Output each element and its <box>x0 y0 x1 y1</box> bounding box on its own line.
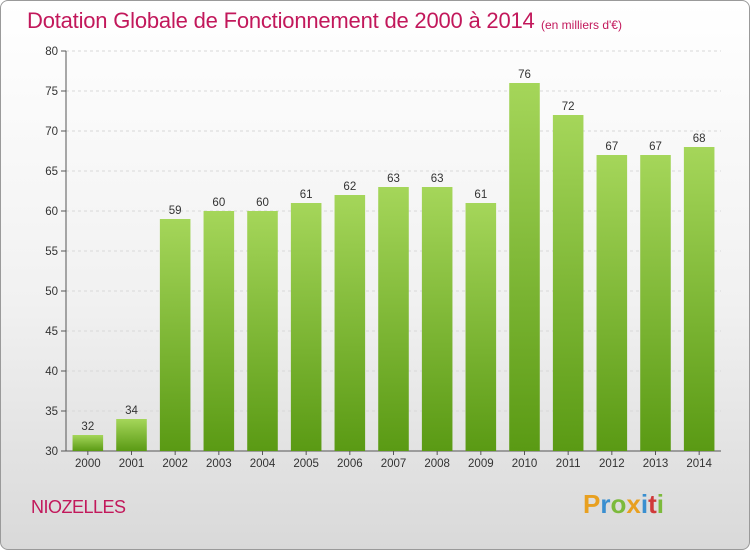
bar-2005 <box>290 203 322 451</box>
x-tick-label-2006: 2006 <box>337 458 363 470</box>
logo-letter: r <box>600 489 611 519</box>
chart-subtitle: (en milliers d'€) <box>541 18 622 32</box>
value-label-2003: 60 <box>212 197 225 209</box>
y-tick-label-40: 40 <box>45 366 58 378</box>
commune-name: NIOZELLES <box>31 497 126 517</box>
proxiti-logo[interactable]: Proxiti <box>583 489 664 520</box>
value-label-2013: 67 <box>649 141 662 153</box>
logo-letter: i <box>640 489 649 519</box>
x-tick-label-2008: 2008 <box>424 458 450 470</box>
x-tick-label-2014: 2014 <box>686 458 712 470</box>
x-tick-label-2009: 2009 <box>468 458 494 470</box>
bars <box>72 83 715 451</box>
x-tick-label-2005: 2005 <box>293 458 319 470</box>
bar-2002 <box>159 219 191 451</box>
value-label-2007: 63 <box>387 173 400 185</box>
logo-letter: P <box>583 489 601 519</box>
value-label-2014: 68 <box>693 133 706 145</box>
value-label-2009: 61 <box>474 189 487 201</box>
bar-2004 <box>247 211 278 451</box>
chart-title: Dotation Globale de Fonctionnement de 20… <box>27 8 535 33</box>
logo-letter: t <box>648 489 657 519</box>
y-tick-label-65: 65 <box>45 166 58 178</box>
bar-2009 <box>465 203 497 451</box>
bar-2003 <box>203 211 235 451</box>
y-tick-label-70: 70 <box>45 126 58 138</box>
value-label-2012: 67 <box>605 141 618 153</box>
x-tick-label-2000: 2000 <box>75 458 101 470</box>
bar-2013 <box>640 155 671 451</box>
bar-2007 <box>378 187 409 451</box>
value-label-2002: 59 <box>169 205 182 217</box>
value-labels: 32 34 59 60 60 61 62 63 63 61 76 72 67 67 68 <box>81 69 705 433</box>
y-tick-label-45: 45 <box>45 326 58 338</box>
bar-2011 <box>552 115 584 451</box>
bar-2000 <box>72 435 104 451</box>
y-tick-label-80: 80 <box>45 46 58 58</box>
x-tick-label-2007: 2007 <box>381 458 407 470</box>
y-tick-label-50: 50 <box>45 286 58 298</box>
logo-letter: o <box>610 489 627 519</box>
x-tick-label-2002: 2002 <box>162 458 188 470</box>
y-tick-label-75: 75 <box>45 86 58 98</box>
y-tick-label-55: 55 <box>45 246 58 258</box>
x-tick-labels: 2000 2001 2002 2003 2004 2005 2006 2007 2008 2009… <box>75 451 713 470</box>
bar-2012 <box>596 155 628 451</box>
x-tick-label-2012: 2012 <box>599 458 625 470</box>
y-tick-label-30: 30 <box>45 446 58 458</box>
y-tick-labels: 30 35 40 45 50 55 60 65 70 75 80 <box>45 46 58 458</box>
logo-letter: x <box>626 489 641 519</box>
value-label-2011: 72 <box>562 101 575 113</box>
x-tick-label-2013: 2013 <box>643 458 669 470</box>
value-label-2001: 34 <box>125 405 138 417</box>
x-tick-label-2011: 2011 <box>556 458 581 470</box>
y-tick-label-35: 35 <box>45 406 58 418</box>
value-label-2004: 60 <box>256 197 269 209</box>
x-tick-label-2001: 2001 <box>119 458 145 470</box>
logo-letter: i <box>656 489 664 519</box>
bar-2008 <box>421 187 453 451</box>
bar-2010 <box>509 83 540 451</box>
value-label-2005: 61 <box>300 189 313 201</box>
bar-2014 <box>683 147 715 451</box>
value-label-2008: 63 <box>431 173 444 185</box>
x-tick-label-2003: 2003 <box>206 458 232 470</box>
x-tick-label-2010: 2010 <box>512 458 538 470</box>
y-tick-label-60: 60 <box>45 206 58 218</box>
value-label-2000: 32 <box>81 421 94 433</box>
x-tick-label-2004: 2004 <box>250 458 276 470</box>
value-label-2006: 62 <box>343 181 356 193</box>
bar-2001 <box>116 419 147 451</box>
value-label-2010: 76 <box>518 69 531 81</box>
bar-2006 <box>334 195 366 451</box>
